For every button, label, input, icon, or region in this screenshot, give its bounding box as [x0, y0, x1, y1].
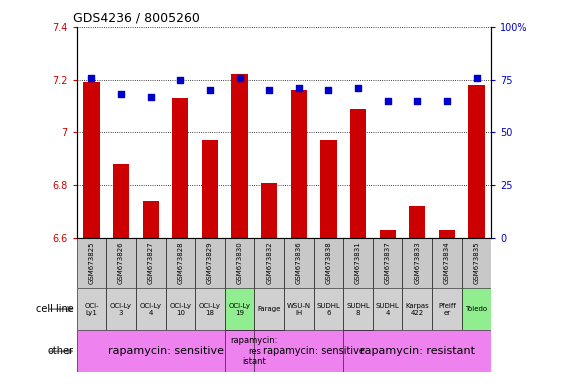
Bar: [143, 201, 159, 238]
Bar: [77, 238, 106, 288]
Bar: [314, 238, 343, 288]
Bar: [136, 238, 165, 288]
Text: Toledo: Toledo: [465, 306, 487, 312]
Bar: [195, 238, 225, 288]
Bar: [165, 288, 195, 330]
Bar: [284, 288, 314, 330]
Bar: [254, 288, 284, 330]
Text: GSM673837: GSM673837: [385, 242, 391, 285]
Text: GSM673825: GSM673825: [89, 242, 94, 284]
Bar: [77, 330, 254, 372]
Bar: [225, 288, 254, 330]
Bar: [469, 85, 485, 238]
Point: [87, 74, 96, 81]
Bar: [77, 288, 106, 330]
Text: GSM673831: GSM673831: [355, 242, 361, 285]
Text: cell line: cell line: [36, 304, 74, 314]
Text: GSM673834: GSM673834: [444, 242, 450, 285]
Text: rapamycin:
res
istant: rapamycin: res istant: [231, 336, 278, 366]
Bar: [261, 183, 277, 238]
Text: other: other: [48, 346, 74, 356]
Text: OCI-Ly
18: OCI-Ly 18: [199, 303, 221, 316]
Bar: [291, 90, 307, 238]
Text: GSM673835: GSM673835: [474, 242, 479, 285]
Text: rapamycin: sensitive: rapamycin: sensitive: [262, 346, 365, 356]
Bar: [254, 238, 284, 288]
Bar: [379, 230, 396, 238]
Bar: [284, 238, 314, 288]
Text: GSM673830: GSM673830: [237, 242, 243, 285]
Text: GSM673826: GSM673826: [118, 242, 124, 285]
Bar: [462, 238, 491, 288]
Text: GSM673829: GSM673829: [207, 242, 213, 285]
Text: GDS4236 / 8005260: GDS4236 / 8005260: [73, 11, 199, 24]
Bar: [350, 109, 366, 238]
Text: OCI-Ly
19: OCI-Ly 19: [228, 303, 250, 316]
Point: [413, 98, 422, 104]
Bar: [165, 238, 195, 288]
Point: [176, 77, 185, 83]
Bar: [403, 288, 432, 330]
Bar: [254, 330, 373, 372]
Bar: [432, 288, 462, 330]
Point: [265, 87, 274, 93]
Bar: [403, 238, 432, 288]
Bar: [195, 288, 225, 330]
Point: [324, 87, 333, 93]
Bar: [343, 288, 373, 330]
Text: GSM673832: GSM673832: [266, 242, 272, 285]
Bar: [343, 238, 373, 288]
Bar: [202, 141, 218, 238]
Bar: [343, 330, 491, 372]
Point: [353, 85, 362, 91]
Text: WSU-N
IH: WSU-N IH: [287, 303, 311, 316]
Text: OCI-Ly
4: OCI-Ly 4: [140, 303, 162, 316]
Text: SUDHL
6: SUDHL 6: [316, 303, 340, 316]
Point: [472, 74, 481, 81]
Text: OCI-Ly
3: OCI-Ly 3: [110, 303, 132, 316]
Bar: [432, 238, 462, 288]
Text: GSM673828: GSM673828: [177, 242, 183, 285]
Text: GSM673833: GSM673833: [414, 242, 420, 285]
Point: [116, 91, 126, 98]
Bar: [409, 206, 425, 238]
Bar: [462, 288, 491, 330]
Bar: [172, 98, 189, 238]
Point: [206, 87, 215, 93]
Bar: [373, 288, 403, 330]
Text: GSM673836: GSM673836: [296, 242, 302, 285]
Text: rapamycin: resistant: rapamycin: resistant: [360, 346, 475, 356]
Bar: [106, 238, 136, 288]
Bar: [314, 288, 343, 330]
Point: [146, 94, 155, 100]
Point: [442, 98, 452, 104]
Bar: [106, 288, 136, 330]
Text: GSM673838: GSM673838: [325, 242, 331, 285]
Bar: [438, 230, 455, 238]
Bar: [113, 164, 130, 238]
Text: SUDHL
8: SUDHL 8: [346, 303, 370, 316]
Bar: [373, 238, 403, 288]
Text: GSM673827: GSM673827: [148, 242, 154, 285]
Text: Karpas
422: Karpas 422: [406, 303, 429, 316]
Text: SUDHL
4: SUDHL 4: [375, 303, 400, 316]
Text: Pfeiff
er: Pfeiff er: [438, 303, 456, 316]
Bar: [83, 82, 99, 238]
Bar: [231, 74, 248, 238]
Bar: [225, 330, 284, 372]
Text: Farage: Farage: [257, 306, 281, 312]
Text: OCI-
Ly1: OCI- Ly1: [84, 303, 99, 316]
Bar: [320, 141, 337, 238]
Text: rapamycin: sensitive: rapamycin: sensitive: [107, 346, 224, 356]
Bar: [136, 288, 165, 330]
Point: [383, 98, 392, 104]
Point: [235, 74, 244, 81]
Point: [294, 85, 303, 91]
Bar: [225, 238, 254, 288]
Text: OCI-Ly
10: OCI-Ly 10: [169, 303, 191, 316]
